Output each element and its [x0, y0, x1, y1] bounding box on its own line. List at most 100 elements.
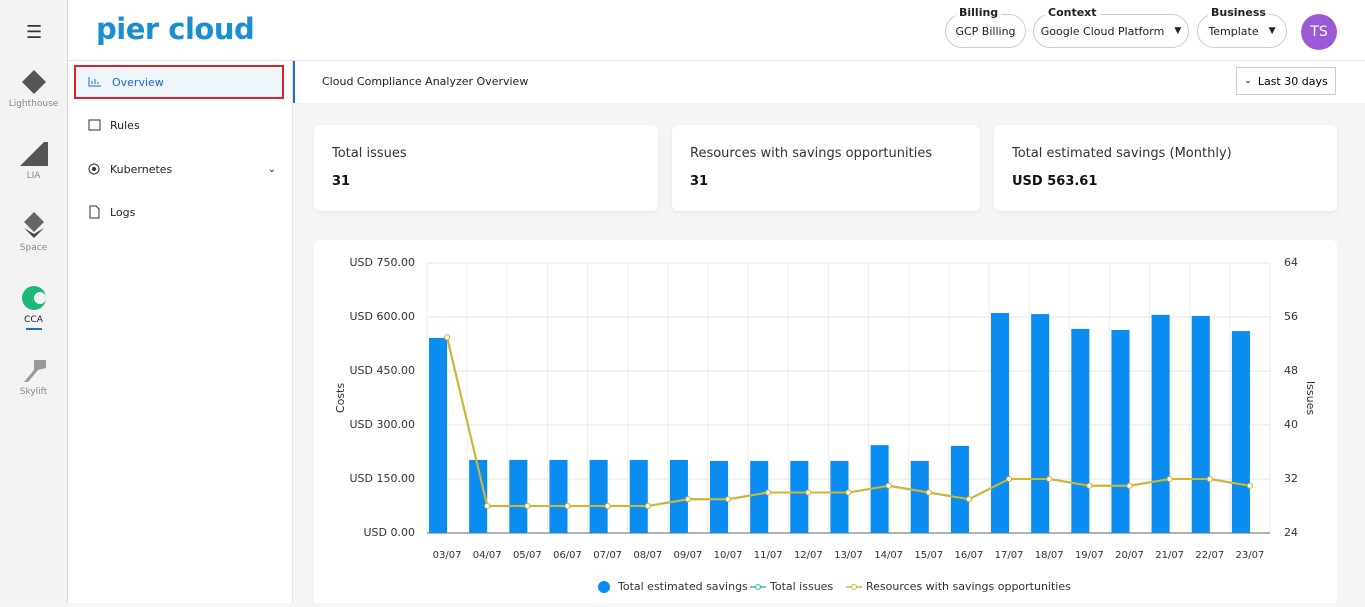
nav-item[interactable]: Kubernetes ⌄: [74, 152, 284, 186]
bar: [790, 461, 809, 533]
line-point: [1166, 476, 1173, 482]
app-space[interactable]: Space: [0, 212, 67, 253]
line-point: [765, 489, 772, 496]
legend-label: Total issues: [769, 580, 833, 593]
y-tick-label: USD 600.00: [350, 310, 416, 323]
app-label: Skylift: [19, 387, 48, 397]
chart-card: USD 0.00 USD 150.00 USD 300.00 USD 450.00 US…: [314, 240, 1337, 603]
x-tick-label: 13/07: [834, 550, 863, 561]
business-select[interactable]: Template ▼: [1197, 14, 1287, 48]
select-label: Business: [1208, 6, 1269, 19]
bar: [1151, 314, 1170, 533]
stat-label: Resources with savings opportunities: [690, 146, 933, 161]
app-icon: [21, 286, 46, 310]
x-tick-label: 09/07: [674, 550, 703, 561]
nav-label: Kubernetes: [110, 162, 173, 176]
app-skylift[interactable]: Skylift: [0, 356, 67, 397]
bar: [1031, 314, 1050, 533]
avatar[interactable]: TS: [1301, 14, 1337, 50]
select-label: Context: [1045, 6, 1100, 19]
x-tick-label: 22/07: [1195, 550, 1224, 561]
billing-select[interactable]: GCP Billing: [945, 14, 1026, 48]
bar: [950, 445, 969, 533]
y-tick-label: USD 750.00: [350, 256, 416, 269]
y2-tick-label: 40: [1284, 418, 1298, 431]
x-tick-label: 12/07: [794, 550, 823, 561]
y2-tick-label: 32: [1284, 472, 1298, 485]
logo[interactable]: pier cloud: [96, 12, 255, 46]
y-tick-label: USD 0.00: [364, 526, 416, 539]
app-lighthouse[interactable]: Lighthouse: [0, 68, 67, 109]
line-point: [604, 503, 611, 509]
bar: [870, 445, 889, 533]
bar: [1191, 315, 1210, 533]
x-tick-label: 19/07: [1075, 550, 1104, 561]
bar: [549, 459, 568, 533]
stat-label: Total issues: [332, 146, 407, 161]
nav-item[interactable]: Overview: [74, 65, 284, 99]
app-icon: [23, 212, 44, 238]
stat-card: Total issues 31: [314, 125, 658, 211]
x-tick-label: 10/07: [714, 550, 743, 561]
context-select[interactable]: Google Cloud Platform ▼: [1033, 14, 1189, 48]
select-value: Google Cloud Platform: [1040, 24, 1165, 38]
menu-icon[interactable]: ☰: [26, 22, 43, 43]
line-point: [925, 489, 932, 496]
bar: [1071, 328, 1090, 533]
line-point: [845, 489, 852, 496]
nav-label: Overview: [112, 75, 164, 89]
x-tick-label: 04/07: [473, 550, 502, 561]
y2-axis-title: Issues: [1304, 381, 1317, 415]
line-point: [684, 496, 691, 503]
bar: [589, 459, 608, 533]
caret: ▼: [1268, 26, 1276, 36]
y2-tick-label: 48: [1284, 364, 1298, 377]
y2-tick-label: 56: [1284, 310, 1298, 323]
date-range-label: Last 30 days: [1257, 74, 1328, 88]
x-tick-label: 08/07: [633, 550, 662, 561]
x-tick-label: 11/07: [754, 550, 783, 561]
bar: [469, 459, 488, 533]
nav-item[interactable]: Logs: [74, 195, 284, 229]
x-tick-label: 23/07: [1236, 550, 1265, 561]
nav-item[interactable]: Rules: [74, 108, 284, 142]
x-tick-label: 15/07: [914, 550, 943, 561]
y2-tick-label: 64: [1284, 256, 1298, 269]
legend-swatch: [755, 584, 761, 590]
app-label: LIA: [26, 171, 41, 181]
x-tick-label: 20/07: [1115, 550, 1144, 561]
bar: [910, 461, 929, 533]
x-tick-label: 05/07: [513, 550, 542, 561]
page-title: Cloud Compliance Analyzer Overview: [322, 75, 529, 88]
select-label: Billing: [956, 6, 1002, 19]
app-icon: [19, 142, 48, 166]
caret: ▼: [1174, 26, 1182, 36]
date-range-button[interactable]: ⌄ Last 30 days: [1236, 67, 1336, 95]
active-indicator: [25, 328, 42, 330]
stat-card: Resources with savings opportunities 31: [672, 125, 980, 211]
x-tick-label: 21/07: [1155, 550, 1184, 561]
stat-value: 31: [332, 174, 351, 189]
x-tick-label: 07/07: [593, 550, 622, 561]
line-point: [1086, 482, 1093, 489]
legend-label: Total estimated savings: [617, 580, 748, 593]
line-point: [965, 496, 972, 503]
x-tick-label: 14/07: [874, 550, 903, 561]
app-cca[interactable]: CCA: [0, 284, 67, 330]
y2-tick-label: 24: [1284, 526, 1298, 539]
nav-label: Logs: [110, 205, 136, 219]
x-tick-label: 16/07: [955, 550, 984, 561]
line-point: [1206, 476, 1213, 482]
app-lia[interactable]: LIA: [0, 140, 67, 181]
stat-card: Total estimated savings (Monthly) USD 563…: [994, 125, 1337, 211]
bar: [629, 459, 648, 533]
x-tick-label: 18/07: [1035, 550, 1064, 561]
stat-label: Total estimated savings (Monthly): [1012, 146, 1232, 161]
chevron: ⌄: [267, 163, 276, 175]
line-point: [564, 503, 571, 509]
app-icon: [21, 70, 46, 94]
y-tick-label: USD 150.00: [350, 472, 416, 485]
line-point: [805, 489, 812, 496]
line-point: [725, 496, 732, 503]
